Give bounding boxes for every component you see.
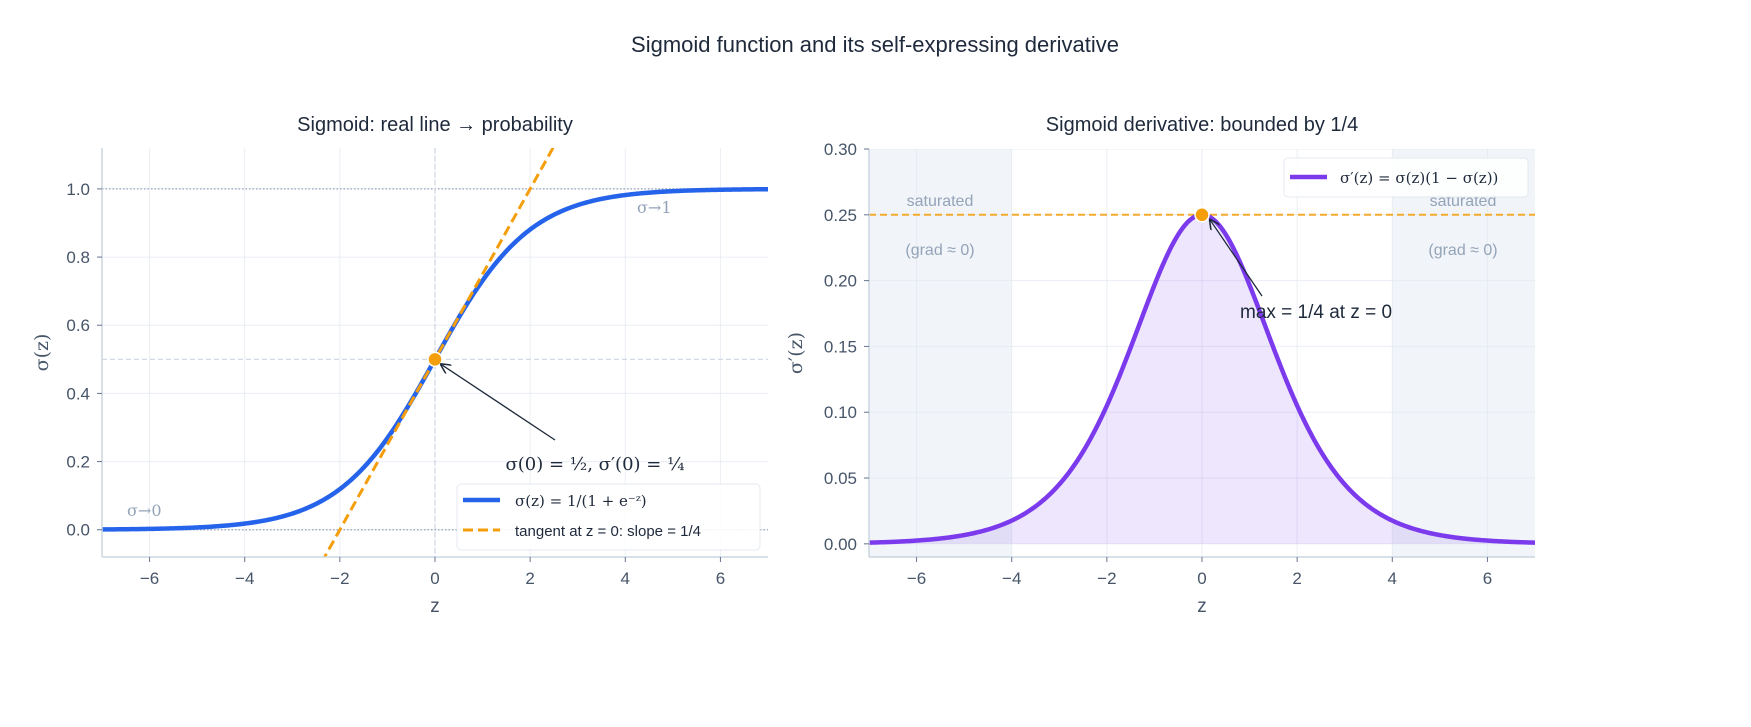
y-tick-label: 0.2	[66, 453, 90, 472]
saturated-region	[1392, 149, 1535, 557]
y-tick-label: 0.05	[824, 469, 857, 488]
y-tick-label: 0.6	[66, 316, 90, 335]
x-tick-label: 6	[716, 569, 725, 588]
y-tick-label: 0.25	[824, 206, 857, 225]
sigmoid-plot: −6 −4 −2 0 2 4 6 0.0 0.2 0.4 0.6 0.8 1.0 z σ(z) Sigmoid…	[31, 114, 768, 617]
y-tick-label: 0.8	[66, 248, 90, 267]
highlight-point	[427, 351, 443, 368]
x-tick-label: −2	[330, 569, 349, 588]
y-tick-label: 0.0	[66, 521, 90, 540]
legend-label-derivative: σ′(z) = σ(z)(1 − σ(z))	[1340, 169, 1498, 187]
x-tick-label: −6	[907, 569, 926, 588]
y-axis-label: σ(z)	[31, 334, 53, 372]
plot-area	[869, 149, 1535, 557]
plot-title: Sigmoid: real line → probability	[297, 114, 573, 136]
y-tick-label: 0.10	[824, 403, 857, 422]
y-tick-label: 0.20	[824, 272, 857, 291]
x-tick-label: −4	[1002, 569, 1021, 588]
legend: σ′(z) = σ(z)(1 − σ(z))	[1283, 157, 1529, 198]
x-axis-label: z	[1197, 596, 1207, 617]
annotation-saturate-high: σ→1	[637, 198, 672, 217]
annotation-sigmoid-at-zero: σ(0) = ½, σ′(0) = ¼	[505, 454, 684, 475]
x-tick-label: −2	[1097, 569, 1116, 588]
highlight-point	[1194, 207, 1210, 223]
y-axis-label: σ′(z)	[785, 332, 807, 374]
y-tick-label: 0.4	[66, 384, 90, 403]
annotation-arrow	[441, 364, 556, 441]
legend-label-sigmoid: σ(z) = 1/(1 + e⁻ᶻ)	[515, 492, 647, 510]
legend-box	[456, 483, 761, 551]
derivative-plot: −6 −4 −2 0 2 4 6 0.00 0.05 0.10 0.15 0.20 0.25 0.30 z σ…	[785, 114, 1535, 617]
x-tick-label: −4	[235, 569, 254, 588]
saturated-note-left: (grad ≈ 0)	[905, 242, 974, 259]
legend-box	[1283, 157, 1529, 198]
y-tick-label: 1.0	[66, 180, 90, 199]
annotation-max: max = 1/4 at z = 0	[1240, 302, 1392, 323]
x-tick-label: 2	[525, 569, 534, 588]
saturated-note-right: (grad ≈ 0)	[1428, 242, 1497, 259]
x-axis-label: z	[430, 596, 440, 617]
x-tick-label: 4	[1388, 569, 1397, 588]
x-tick-label: 2	[1292, 569, 1301, 588]
y-tick-label: 0.15	[824, 337, 857, 356]
x-tick-label: 4	[621, 569, 630, 588]
annotation-arrow	[1210, 220, 1263, 297]
x-tick-label: 0	[1197, 569, 1206, 588]
legend: σ(z) = 1/(1 + e⁻ᶻ) tangent at z = 0: slop…	[456, 483, 761, 551]
legend-label-tangent: tangent at z = 0: slope = 1/4	[515, 523, 701, 540]
saturated-region	[869, 149, 1012, 557]
x-tick-label: 0	[430, 569, 439, 588]
y-tick-label: 0.00	[824, 535, 857, 554]
derivative-area-fill	[869, 214, 1535, 544]
saturated-label-left: saturated	[907, 193, 974, 210]
y-tick-label: 0.30	[824, 140, 857, 159]
x-tick-label: −6	[140, 569, 159, 588]
figure-suptitle: Sigmoid function and its self-expressing…	[631, 32, 1119, 57]
plot-title: Sigmoid derivative: bounded by 1/4	[1046, 114, 1358, 136]
x-tick-label: 6	[1483, 569, 1492, 588]
annotation-saturate-low: σ→0	[127, 501, 162, 520]
